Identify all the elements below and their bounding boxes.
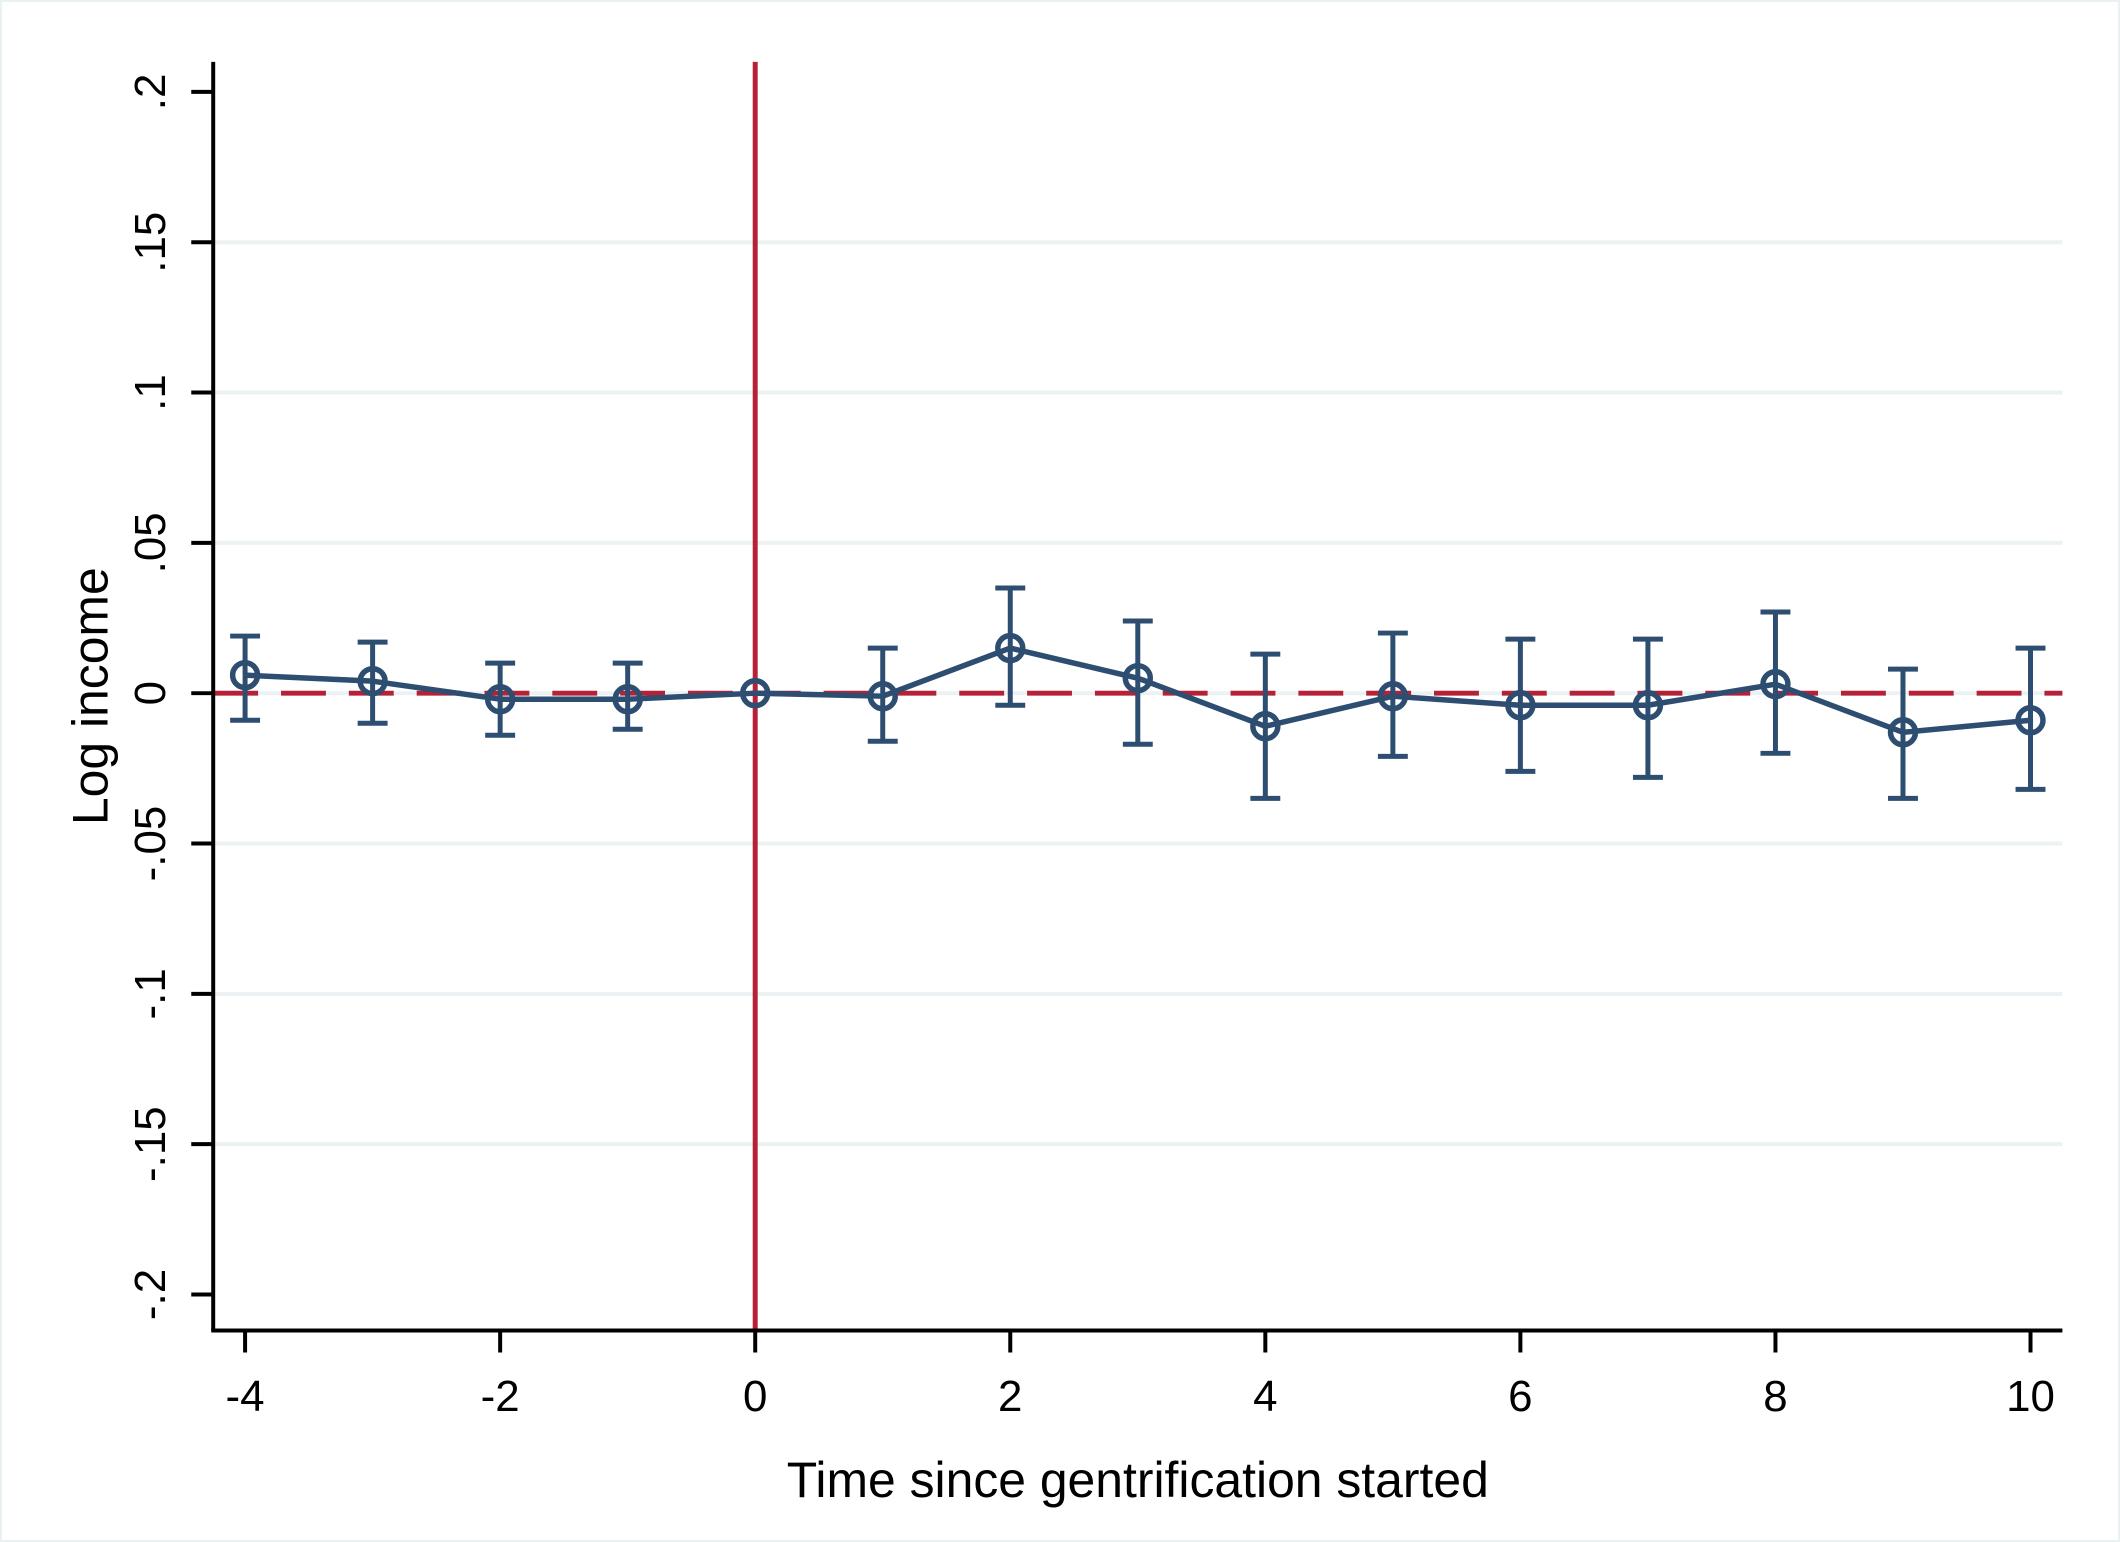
x-tick-label: 8: [1763, 1372, 1787, 1421]
data-point-marker: [867, 680, 898, 712]
data-point-marker: [612, 683, 643, 715]
y-tick-label: -.15: [126, 1106, 175, 1182]
data-point-marker: [1887, 717, 1919, 748]
x-axis-title: Time since gentrification started: [787, 1452, 1489, 1508]
x-tick-label: 10: [2006, 1372, 2055, 1421]
axes-group: [191, 61, 2063, 1353]
data-point-marker: [995, 632, 1026, 664]
data-point-marker: [229, 659, 261, 691]
data-point-marker: [484, 683, 516, 715]
y-tick-label: .2: [126, 74, 175, 111]
x-tick-label: 2: [998, 1372, 1022, 1421]
data-point-marker: [1505, 690, 1536, 721]
data-point-marker: [1632, 690, 1664, 721]
series-line: [244, 645, 2031, 736]
y-tick-label: -.1: [126, 968, 175, 1019]
y-axis-title: Log income: [63, 567, 119, 825]
x-tick-label: 4: [1253, 1372, 1277, 1421]
data-point-marker: [1122, 662, 1154, 694]
tick-labels-group: .2 .15 .1 .05 0 -.05 -.1 -.15 -.2 -4 -2 0 2 4 6 8 10: [126, 74, 2055, 1421]
x-tick-label: 6: [1508, 1372, 1532, 1421]
x-tick-label: -4: [226, 1372, 265, 1421]
y-tick-label: -.2: [126, 1269, 175, 1320]
y-tick-label: 0: [126, 681, 175, 705]
data-point-marker: [739, 677, 771, 709]
y-tick-label: -.05: [126, 806, 175, 882]
data-point-marker: [1377, 680, 1409, 712]
data-point-marker: [1760, 668, 1791, 700]
x-tick-label: -2: [481, 1372, 520, 1421]
data-point-marker: [2015, 705, 2046, 736]
y-tick-label: .1: [126, 374, 175, 411]
y-tick-label: .15: [126, 212, 175, 273]
data-series-group: [229, 585, 2046, 801]
y-tick-label: .05: [126, 512, 175, 573]
x-tick-label: 0: [743, 1372, 767, 1421]
data-point-marker: [1250, 711, 1281, 742]
data-point-marker: [357, 665, 388, 697]
